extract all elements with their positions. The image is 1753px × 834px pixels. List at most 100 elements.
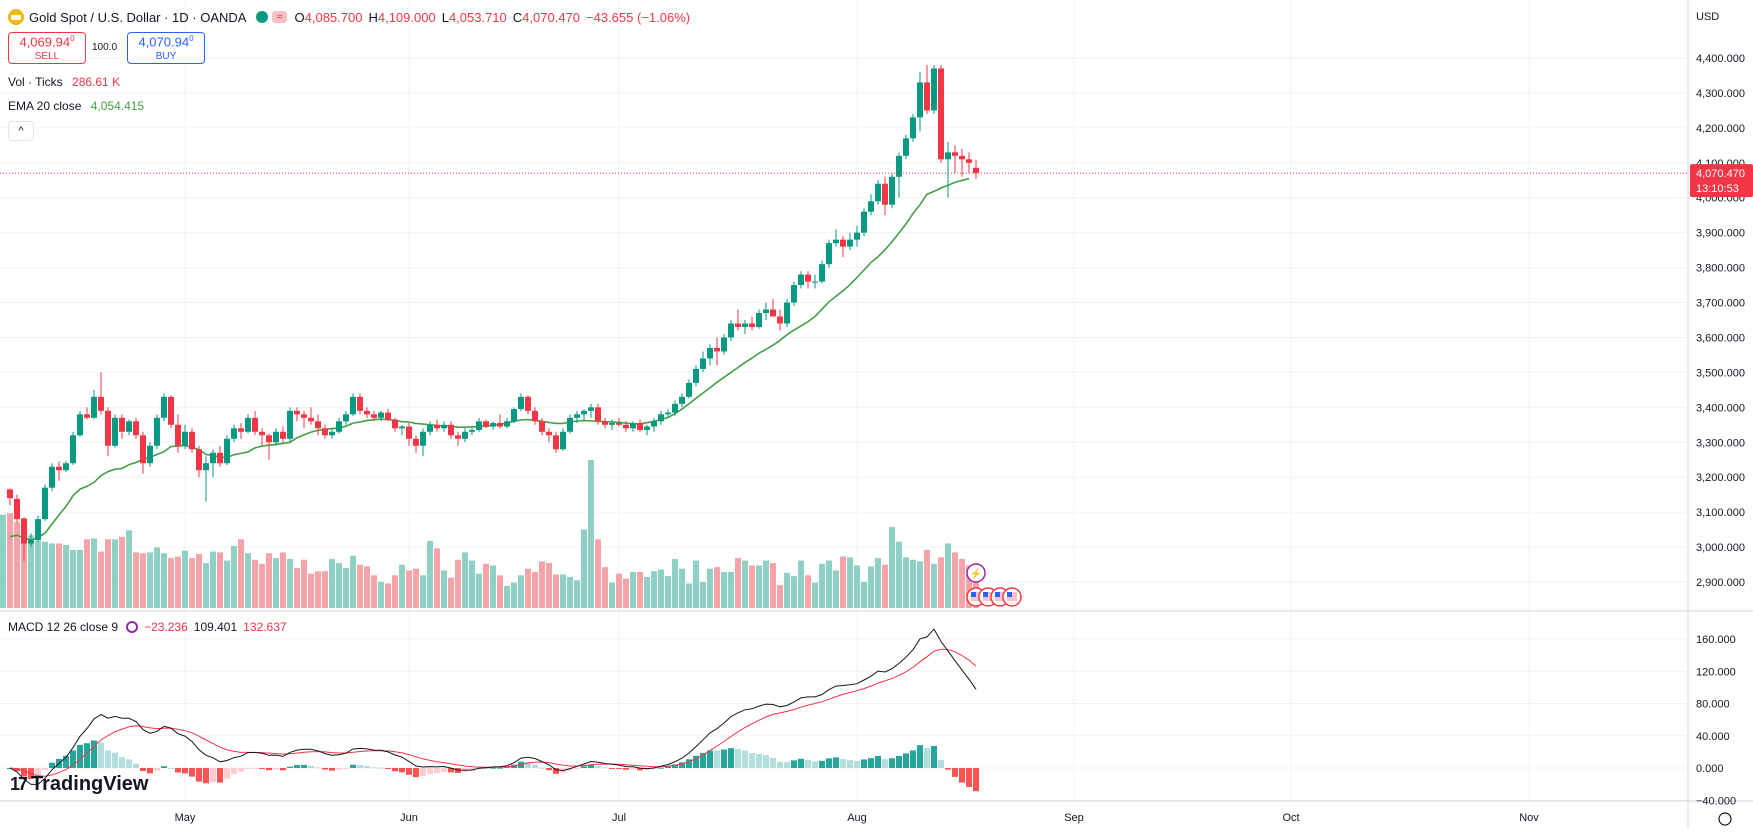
volume-bar (931, 563, 937, 608)
volume-bar (259, 563, 265, 608)
volume-bar (462, 552, 468, 608)
volume-bar (791, 576, 797, 608)
candle-body (861, 211, 867, 233)
volume-bar (315, 571, 321, 608)
candle-body (777, 316, 783, 324)
volume-bar (847, 557, 853, 608)
volume-bar (168, 558, 174, 608)
countdown-label: 13:10:53 (1696, 183, 1739, 195)
volume-bar (350, 555, 356, 608)
candle-body (371, 414, 377, 418)
macd-histogram-bar (392, 768, 398, 772)
price-tick-label: 3,100.000 (1696, 507, 1745, 519)
volume-bar (147, 552, 153, 608)
volume-bar (959, 558, 965, 608)
macd-legend[interactable]: MACD 12 26 close 9 −23.236 109.401 132.6… (8, 620, 287, 634)
macd-histogram-bar (546, 768, 552, 771)
candle-body (133, 421, 139, 436)
logo-icon (8, 9, 24, 25)
candle-body (497, 423, 503, 427)
candle-body (91, 396, 97, 418)
volume-bar (539, 561, 545, 608)
ohlc-change: −43.655 (−1.06%) (586, 9, 691, 25)
volume-bar (189, 558, 195, 608)
price-tick-label: 3,000.000 (1696, 542, 1745, 554)
volume-bar (392, 575, 398, 608)
macd-histogram-bar (259, 768, 265, 769)
candle-body (798, 274, 804, 286)
candle-body (742, 323, 748, 327)
volume-bar (938, 557, 944, 608)
macd-tick-label: −40.000 (1696, 795, 1736, 807)
volume-bar (896, 541, 902, 608)
sell-button[interactable]: 4,069.940 SELL (8, 32, 86, 64)
candle-body (763, 309, 769, 314)
candle-body (259, 431, 265, 436)
symbol-title[interactable]: Gold Spot / U.S. Dollar · 1D · OANDA (29, 9, 247, 25)
macd-histogram-bar (945, 768, 951, 770)
volume-bar (364, 566, 370, 608)
macd-histogram-bar (189, 768, 195, 777)
ohlc-close: C4,070.470 (512, 9, 581, 25)
candle-body (427, 424, 433, 432)
tradingview-logo[interactable]: 17 TradingView (10, 773, 148, 796)
volume-bar (77, 549, 83, 608)
tradingview-wordmark: TradingView (31, 773, 149, 795)
candle-body (518, 396, 524, 410)
volume-bar (329, 558, 335, 608)
volume-bar (91, 538, 97, 608)
candle-body (56, 466, 62, 471)
macd-histogram-bar (952, 768, 958, 777)
volume-bar (280, 552, 286, 608)
volume-bar (581, 529, 587, 608)
market-open-icon (256, 11, 269, 23)
volume-bar (301, 559, 307, 608)
us-flag-canton (995, 592, 1000, 597)
volume-bar (679, 568, 685, 608)
volume-bar (119, 536, 125, 608)
volume-bar (497, 575, 503, 608)
collapse-legend-button[interactable]: ^ (8, 121, 34, 141)
macd-histogram-bar (210, 768, 216, 783)
macd-histogram-bar (217, 768, 223, 783)
macd-histogram-bar (903, 753, 909, 768)
ema-legend-label: EMA 20 close (8, 99, 82, 113)
volume-bar (196, 554, 202, 608)
volume-bar (371, 575, 377, 608)
macd-histogram-bar (833, 757, 839, 768)
candle-body (462, 431, 468, 439)
candle-body (686, 382, 692, 397)
price-tick-label: 3,600.000 (1696, 332, 1745, 344)
buy-button[interactable]: 4,070.940 BUY (127, 32, 205, 64)
candle-body (770, 309, 776, 317)
candle-body (322, 428, 328, 436)
tradingview-mark: 17 (10, 774, 28, 794)
candle-body (658, 414, 664, 422)
wave-icon[interactable]: ≈ (272, 11, 287, 23)
candle-body (581, 410, 587, 415)
volume-bar (336, 563, 342, 608)
ema-legend[interactable]: EMA 20 close 4,054.415 (8, 99, 144, 113)
settings-icon[interactable] (126, 621, 139, 633)
currency-selector[interactable]: USD (1696, 11, 1720, 23)
macd-histogram-bar (161, 766, 167, 768)
price-tick-label: 4,400.000 (1696, 53, 1745, 65)
candle-body (945, 152, 951, 160)
candle-body (910, 117, 916, 139)
macd-histogram-bar (84, 743, 90, 768)
candle-body (546, 431, 552, 436)
candle-body (77, 414, 83, 436)
macd-histogram-bar (490, 767, 496, 769)
volume-bar (21, 528, 27, 608)
macd-histogram-bar (322, 768, 328, 770)
candle-body (140, 435, 146, 464)
macd-histogram-bar (882, 759, 888, 768)
candle-body (357, 396, 363, 411)
volume-legend[interactable]: Vol · Ticks 286.61 K (8, 75, 120, 89)
candle-body (833, 239, 839, 244)
price-tick-label: 4,200.000 (1696, 123, 1745, 135)
macd-histogram-bar (182, 768, 188, 774)
macd-histogram-bar (266, 768, 272, 771)
macd-histogram-bar (315, 767, 321, 769)
